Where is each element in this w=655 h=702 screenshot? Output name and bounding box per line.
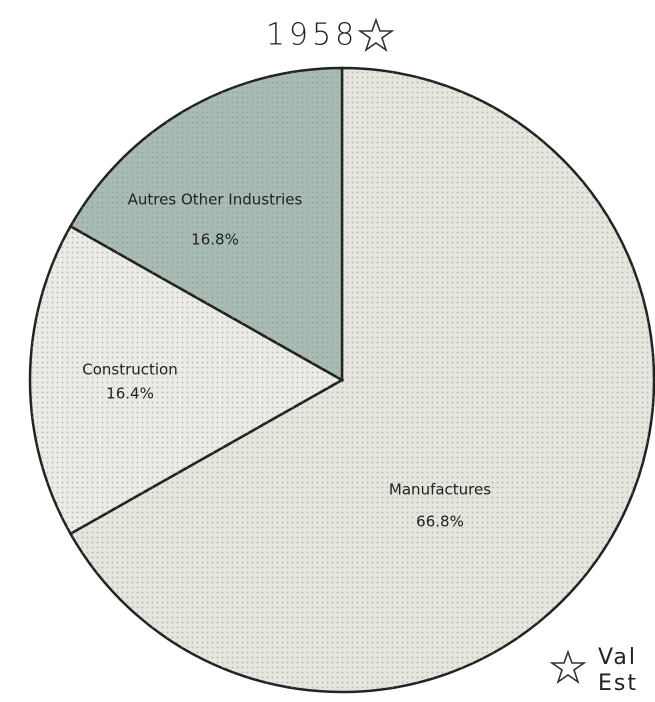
slice-texture	[70, 68, 654, 692]
slice-label: Autres Other Industries	[128, 191, 303, 209]
chart-title: 1958	[266, 18, 358, 53]
slice-texture	[70, 68, 342, 380]
slice-texture	[29, 226, 342, 534]
value-label: 16.4%	[106, 385, 154, 403]
pie	[28, 66, 655, 694]
value-label: 66.8%	[416, 513, 464, 531]
note-star	[549, 649, 587, 685]
slice-label: Manufactures	[389, 481, 491, 499]
footnote: Val	[598, 645, 637, 670]
slice-label: Construction	[82, 361, 178, 379]
value-label: 16.8%	[191, 231, 239, 249]
title-star	[357, 17, 395, 53]
footnote: Est	[598, 671, 638, 696]
